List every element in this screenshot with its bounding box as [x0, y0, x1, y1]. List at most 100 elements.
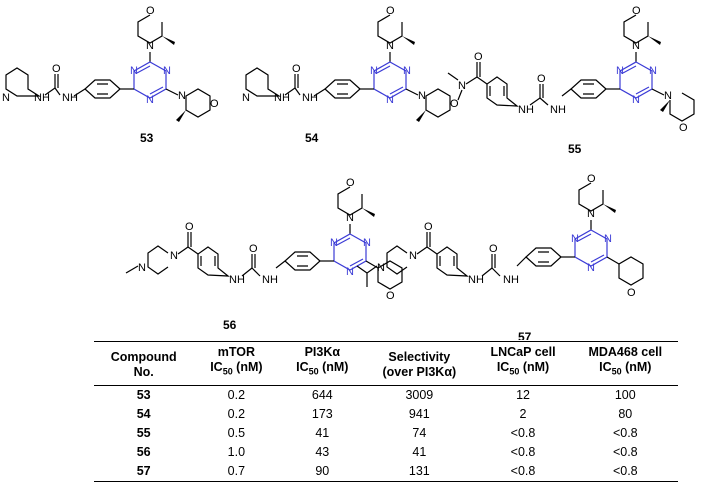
svg-text:NH: NH [468, 274, 484, 286]
svg-text:N: N [346, 212, 354, 224]
svg-text:N: N [242, 92, 250, 104]
cell-lncap: <0.8 [510, 426, 536, 440]
svg-text:NH: NH [518, 104, 534, 116]
compound-label-57: 57 [518, 330, 532, 340]
svg-text:O: O [424, 221, 433, 233]
svg-text:O: O [474, 51, 483, 63]
svg-text:N: N [330, 237, 338, 249]
svg-text:N: N [418, 90, 426, 102]
cell-lncap: <0.8 [473, 461, 573, 482]
activity-table-container: Compound No. mTOR IC50 (nM) PI3Kα IC50 (… [94, 341, 678, 482]
cell-mtor: 1.0 [227, 445, 246, 459]
cell-mtor: 0.2 [227, 407, 246, 421]
table-row: 57 0.7 90 131 <0.8 <0.8 [94, 461, 678, 482]
svg-text:NH: NH [62, 92, 78, 104]
svg-text:N: N [458, 80, 466, 92]
svg-text:N: N [649, 65, 657, 77]
svg-text:N: N [2, 92, 10, 104]
svg-text:O: O [346, 177, 355, 189]
svg-text:N: N [664, 90, 672, 102]
svg-text:O: O [627, 287, 636, 299]
cell-pi3k: 41 [315, 426, 330, 440]
header-mda468: MDA468 cell IC50 (nM) [572, 341, 678, 386]
activity-table: Compound No. mTOR IC50 (nM) PI3Kα IC50 (… [94, 341, 678, 482]
cell-pi3k: 644 [311, 388, 333, 402]
cell-selectivity: 74 [412, 426, 427, 440]
table-header-row: Compound No. mTOR IC50 (nM) PI3Kα IC50 (… [94, 341, 678, 386]
cell-mda468: <0.8 [572, 461, 678, 482]
svg-text:N: N [130, 65, 138, 77]
svg-text:O: O [386, 290, 395, 302]
compound-label-53: 53 [140, 131, 154, 145]
svg-text:N: N [146, 94, 154, 106]
cell-compound: 56 [136, 445, 151, 459]
svg-text:NH: NH [550, 104, 566, 116]
cell-mda468: <0.8 [612, 445, 638, 459]
svg-text:O: O [632, 5, 641, 17]
svg-text:N: N [632, 94, 640, 106]
svg-text:N: N [403, 65, 411, 77]
svg-text:O: O [450, 98, 459, 110]
svg-text:O: O [210, 98, 219, 110]
cell-lncap: 12 [516, 388, 530, 402]
svg-text:N: N [632, 40, 640, 52]
cell-mda468: <0.8 [612, 426, 638, 440]
svg-text:O: O [679, 122, 688, 134]
svg-text:N: N [178, 90, 186, 102]
svg-text:N: N [587, 262, 595, 274]
header-pi3k: PI3Kα IC50 (nM) [279, 341, 366, 386]
svg-text:NH: NH [262, 274, 278, 286]
atom-N: N [146, 40, 154, 52]
svg-text:O: O [386, 5, 395, 17]
svg-text:N: N [370, 65, 378, 77]
table-row: 56 1.0 43 41 <0.8 <0.8 [94, 443, 678, 462]
svg-text:N: N [377, 262, 385, 274]
svg-text:N: N [170, 250, 178, 262]
svg-text:N: N [386, 40, 394, 52]
svg-text:NH: NH [229, 274, 245, 286]
header-selectivity: Selectivity (over PI3Kα) [365, 341, 474, 386]
atom-O: O [146, 5, 155, 17]
svg-text:N: N [386, 94, 394, 106]
svg-text:O: O [249, 243, 258, 255]
svg-text:N: N [616, 65, 624, 77]
header-lncap: LNCaP cell IC50 (nM) [473, 341, 573, 386]
table-row: 55 0.5 41 74 <0.8 <0.8 [94, 424, 678, 443]
svg-text:NH: NH [302, 92, 318, 104]
svg-text:N: N [587, 208, 595, 220]
svg-text:NH: NH [503, 274, 519, 286]
svg-text:O: O [292, 63, 301, 75]
svg-text:N: N [138, 262, 146, 274]
svg-text:N: N [604, 233, 612, 245]
structure-54: O N N N N N O NH O NH N 54 [242, 5, 459, 145]
svg-text:N: N [571, 233, 579, 245]
cell-mda468: 100 [614, 388, 636, 402]
svg-text:O: O [489, 243, 498, 255]
compound-label-55: 55 [568, 142, 582, 156]
cell-selectivity: 131 [365, 461, 474, 482]
cell-compound: 55 [136, 426, 151, 440]
cell-selectivity: 941 [408, 407, 430, 421]
cell-pi3k: 90 [279, 461, 366, 482]
table-row: 53 0.2 644 3009 12 100 [94, 385, 678, 405]
cell-mtor: 0.7 [193, 461, 280, 482]
compound-label-56: 56 [223, 318, 237, 332]
header-mtor: mTOR IC50 (nM) [193, 341, 280, 386]
cell-compound: 53 [136, 388, 151, 402]
cell-lncap: 2 [519, 407, 527, 421]
cell-selectivity: 3009 [405, 388, 434, 402]
svg-text:N: N [363, 237, 371, 249]
cell-mtor: 0.5 [227, 426, 246, 440]
header-compound: Compound No. [94, 341, 194, 386]
cell-lncap: <0.8 [510, 445, 536, 459]
svg-text:N: N [409, 250, 417, 262]
chemical-structures-figure: O N N N N N O NH O NH N 53 O N [2, 5, 695, 340]
svg-text:N: N [346, 266, 354, 278]
cell-compound: 54 [136, 407, 151, 421]
svg-text:O: O [52, 63, 61, 75]
structure-57: O N N N N O NH O NH O N N 57 [356, 173, 644, 340]
cell-mtor: 0.2 [227, 388, 246, 402]
compound-label-54: 54 [305, 131, 319, 145]
structure-55: O N N N N N O NH O NH O N 55 [447, 5, 695, 156]
structure-56: O N N N N O NH O NH O N N 56 [125, 177, 403, 332]
